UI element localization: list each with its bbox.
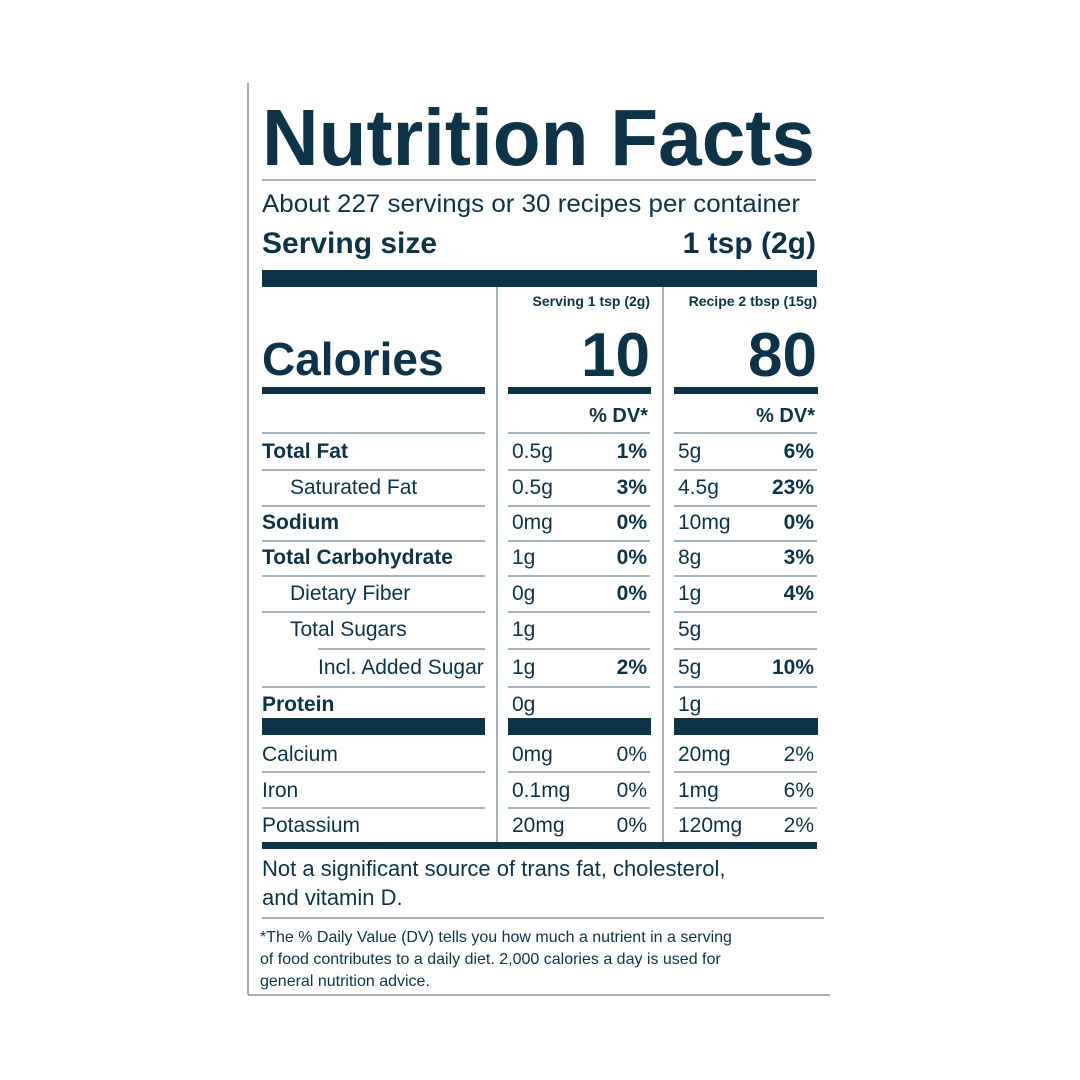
servings-per-container: About 227 servings or 30 recipes per con… [262,190,800,218]
percent-dv: 6% [784,779,814,802]
column-header: Recipe 2 tbsp (15g) [689,293,817,309]
percent-dv: 10% [772,656,814,679]
amount: 20mg [678,743,731,766]
amount: 0g [512,693,535,716]
nutrient-name: Sodium [262,511,339,534]
note-line: Not a significant source of trans fat, c… [262,856,725,881]
amount: 0g [512,582,535,605]
amount: 0.5g [512,440,553,463]
percent-dv: 1% [617,440,648,463]
thick-rule [262,718,485,735]
percent-dv: 0% [784,511,815,534]
thick-rule [508,718,651,735]
amount: 0.5g [512,476,553,499]
serving-size-value: 1 tsp (2g) [683,227,816,260]
thick-rule [262,387,485,394]
footnote-line: general nutrition advice. [260,973,430,990]
amount: 1g [512,618,535,641]
amount: 5g [678,656,701,679]
title: Nutrition Facts [262,93,815,182]
amount: 0mg [512,743,553,766]
amount: 1g [678,693,701,716]
footnote-line: of food contributes to a daily diet. 2,0… [260,951,721,968]
thick-rule [674,718,818,735]
note-line: and vitamin D. [262,885,403,910]
percent-dv: 0% [617,814,647,837]
percent-dv: 0% [617,743,647,766]
amount: 10mg [678,511,731,534]
dv-header: % DV* [589,405,648,427]
nutrient-name: Calcium [262,743,338,766]
percent-dv: 2% [784,814,814,837]
amount: 4.5g [678,476,719,499]
nutrient-name: Potassium [262,814,360,837]
dv-header: % DV* [756,405,815,427]
amount: 1mg [678,779,719,802]
percent-dv: 0% [617,582,648,605]
percent-dv: 2% [617,656,648,679]
serving-size-label: Serving size [262,227,437,260]
nutrient-name: Dietary Fiber [290,582,410,605]
nutrient-name: Iron [262,779,298,802]
percent-dv: 6% [784,440,815,463]
column-header: Serving 1 tsp (2g) [533,293,650,309]
amount: 0mg [512,511,553,534]
percent-dv: 2% [784,743,814,766]
amount: 1g [512,656,535,679]
amount: 20mg [512,814,565,837]
calories-label: Calories [262,333,444,385]
percent-dv: 23% [772,476,814,499]
amount: 1g [512,546,535,569]
thick-rule [674,387,818,394]
percent-dv: 0% [617,779,647,802]
percent-dv: 4% [784,582,815,605]
amount: 1g [678,582,701,605]
amount: 0.1mg [512,779,570,802]
footnote-line: *The % Daily Value (DV) tells you how mu… [260,929,732,946]
amount: 120mg [678,814,742,837]
percent-dv: 0% [617,546,648,569]
calories-value: 10 [581,321,650,390]
amount: 5g [678,618,701,641]
percent-dv: 3% [617,476,648,499]
percent-dv: 3% [784,546,815,569]
nutrient-name: Total Carbohydrate [262,546,453,569]
thick-rule [262,270,817,287]
amount: 5g [678,440,701,463]
calories-value: 80 [748,321,817,390]
nutrient-name: Saturated Fat [290,476,417,499]
nutrient-name: Total Sugars [290,618,407,641]
nutrient-name: Total Fat [262,440,348,463]
nutrient-name: Incl. Added Sugar [318,656,484,679]
nutrient-name: Protein [262,693,334,716]
percent-dv: 0% [617,511,648,534]
amount: 8g [678,546,701,569]
thick-rule [508,387,651,394]
thick-rule [262,842,817,849]
